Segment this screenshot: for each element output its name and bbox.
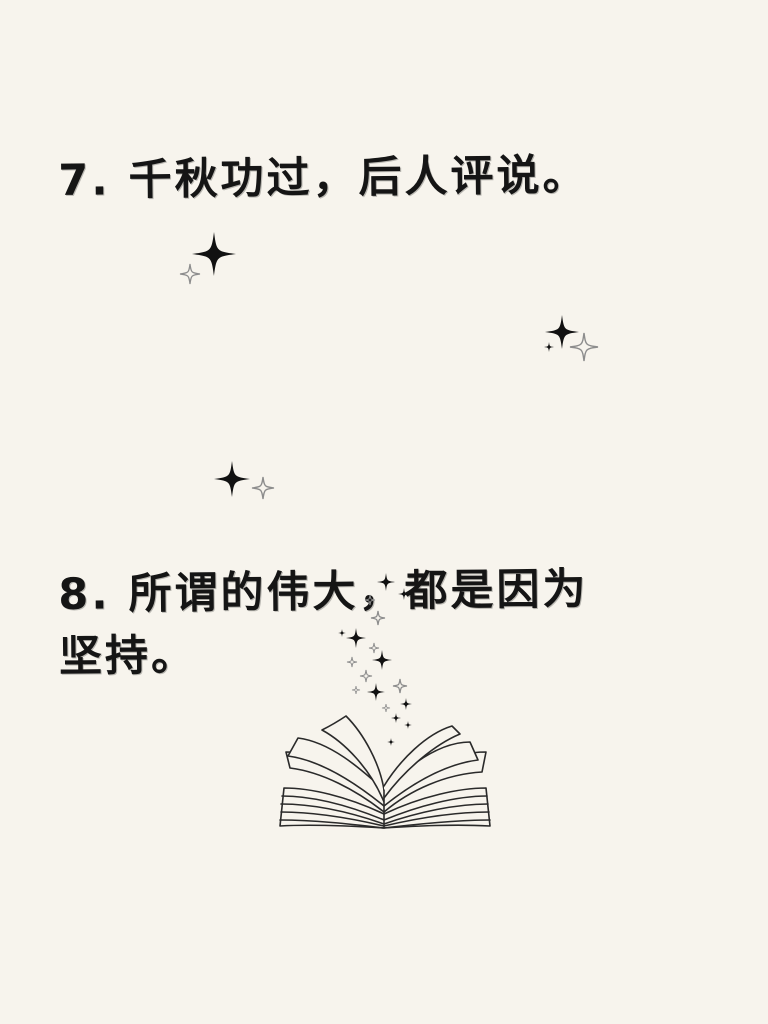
sparkle-icon bbox=[214, 461, 274, 499]
open-book-icon bbox=[279, 715, 491, 829]
quote-8: 8. 所谓的伟大，都是因为 坚持。 bbox=[58, 564, 589, 682]
sparkle-icon bbox=[544, 315, 598, 361]
sparkle-icon bbox=[180, 232, 236, 284]
quote-7: 7. 千秋功过，后人评说。 bbox=[58, 150, 589, 206]
